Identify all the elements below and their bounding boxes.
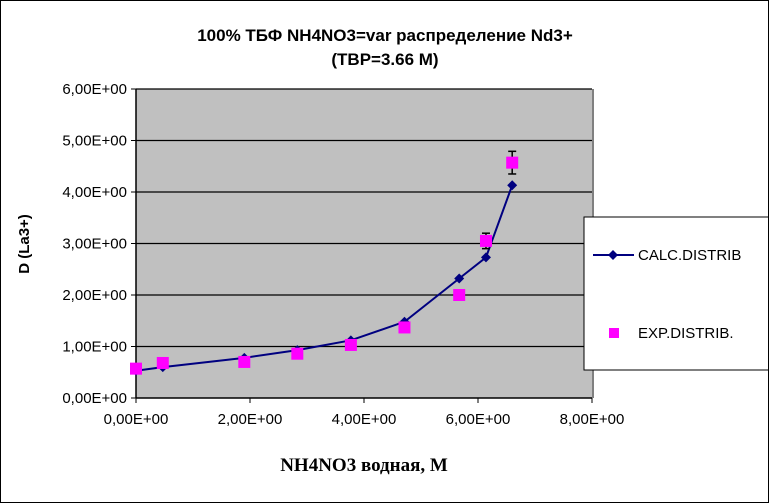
legend-exp: EXP.DISTRIB. <box>638 325 734 342</box>
chart-title-line1: 100% ТБФ NH4NO3=var распределение Nd3+ <box>197 26 573 45</box>
exp-point <box>130 362 142 375</box>
x-tick-label: 6,00E+00 <box>446 411 511 428</box>
calc-point <box>507 180 518 191</box>
y-tick-label: 3,00E+00 <box>62 236 127 253</box>
exp-point <box>238 355 251 368</box>
y-tick-label: 5,00E+00 <box>62 133 127 150</box>
legend-square-icon <box>609 328 619 338</box>
y-tick-label: 0,00E+00 <box>62 390 127 407</box>
exp-point <box>398 321 411 334</box>
exp-point <box>156 356 169 369</box>
legend: CALC.DISTRIB EXP.DISTRIB. <box>583 216 768 371</box>
y-tick-label: 4,00E+00 <box>62 184 127 201</box>
chart-title-line2: (TBP=3.66 M) <box>331 50 438 69</box>
legend-calc: CALC.DISTRIB <box>638 247 741 264</box>
y-tick-label: 2,00E+00 <box>62 287 127 304</box>
exp-point <box>291 347 304 360</box>
calc-point <box>480 252 491 263</box>
legend-box <box>583 216 768 371</box>
x-tick-label: 2,00E+00 <box>218 411 283 428</box>
y-tick-label: 6,00E+00 <box>62 81 127 98</box>
legend-diamond-icon <box>608 250 618 260</box>
x-tick-label: 0,00E+00 <box>104 411 169 428</box>
exp-point <box>479 234 492 247</box>
y-axis-label: D (La3+) <box>16 214 33 274</box>
exp-point <box>344 338 357 351</box>
x-tick-label: 4,00E+00 <box>332 411 397 428</box>
exp-point <box>453 289 466 301</box>
y-tick-label: 1,00E+00 <box>62 339 127 356</box>
exp-point <box>506 156 519 169</box>
calc-point <box>454 273 465 284</box>
x-axis-label: NH4NO3 водная, М <box>280 455 448 476</box>
x-tick-label: 8,00E+00 <box>560 411 625 428</box>
